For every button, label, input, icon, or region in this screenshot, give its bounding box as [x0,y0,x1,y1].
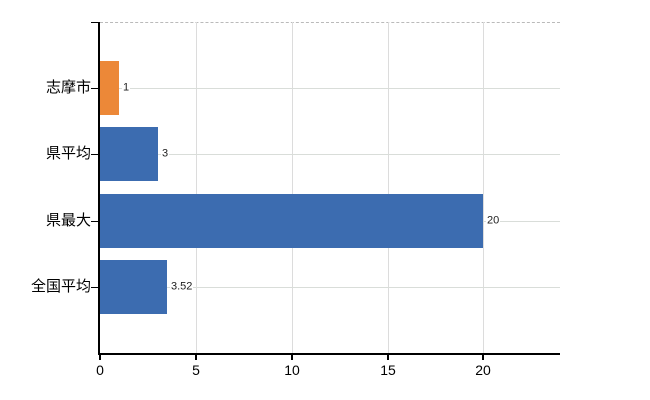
x-tick-label: 20 [475,362,491,378]
x-axis-tick [99,355,101,360]
y-axis-line [98,22,100,355]
bar [100,127,158,181]
category-tick [91,287,98,288]
x-axis-line [98,353,560,355]
grid-line-horizontal [100,154,560,155]
x-tick-label: 15 [380,362,396,378]
plot-top-border [100,22,560,23]
x-tick-label: 5 [192,362,200,378]
x-axis-tick [291,355,293,360]
x-axis-tick [387,355,389,360]
category-label: 県最大 [45,212,91,229]
bar [100,260,167,314]
x-tick-label: 10 [284,362,300,378]
bar-value-label: 1 [122,81,131,95]
grid-line-horizontal [100,88,560,89]
x-tick-label: 0 [96,362,104,378]
category-tick [91,88,98,89]
category-label: 志摩市 [45,79,91,96]
x-axis-tick [195,355,197,360]
grid-line-vertical [196,22,197,353]
category-tick [91,154,98,155]
y-axis-top-tick [91,22,98,23]
grid-line-vertical [292,22,293,353]
category-label: 県平均 [45,145,91,162]
grid-line-horizontal [100,287,560,288]
bar [100,61,119,115]
bar-value-label: 20 [486,214,501,228]
category-tick [91,221,98,222]
x-axis-tick [482,355,484,360]
category-label: 全国平均 [30,278,91,295]
bar [100,194,483,248]
grid-line-vertical [388,22,389,353]
grid-line-vertical [483,22,484,353]
bar-value-label: 3.52 [170,280,194,294]
bar-value-label: 3 [161,147,170,161]
plot-area: 0 5 10 15 20 志摩市 1 県平均 3 県最大 20 全国平均 3.52 [31,22,560,378]
